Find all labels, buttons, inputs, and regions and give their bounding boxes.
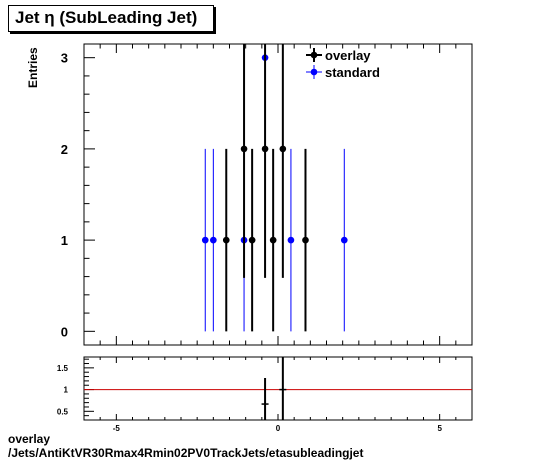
legend: overlay standard <box>306 48 380 80</box>
ratio-x-tick-label: -5 <box>113 424 121 433</box>
footer-label: overlay <box>8 432 51 446</box>
overlay-point <box>261 145 269 153</box>
overlay-point <box>248 236 256 244</box>
legend-label: standard <box>325 65 380 80</box>
ratio-x-tick-label: 0 <box>276 424 281 433</box>
standard-point <box>340 236 348 244</box>
standard-point <box>287 236 295 244</box>
ratio-y-tick-label: 0.5 <box>57 407 69 416</box>
overlay-point <box>302 236 309 244</box>
overlay-point <box>269 236 277 244</box>
main-marks <box>201 44 348 332</box>
ratio-marks <box>84 357 472 420</box>
standard-point <box>210 236 217 244</box>
y-tick-label: 3 <box>61 51 68 66</box>
y-tick-label: 2 <box>61 142 68 157</box>
ratio-plot-border <box>83 356 473 421</box>
ratio-y-tick-label: 1 <box>64 386 69 395</box>
ratio-y-tick-label: 1.5 <box>57 364 69 373</box>
y-axis-label: Entries <box>26 47 40 88</box>
ratio-x-tick-label: 5 <box>437 424 442 433</box>
legend-marker <box>310 68 318 76</box>
main-plot-frame <box>83 43 473 346</box>
main-axes: 0 1 2 3 <box>61 44 473 345</box>
footer-path: /Jets/AntiKtVR30Rmax4Rmin02PV0TrackJets/… <box>8 446 364 460</box>
y-tick-label: 1 <box>61 233 68 248</box>
main-plot-border <box>83 43 473 346</box>
ratio-plot-frame <box>83 356 473 421</box>
overlay-point <box>222 236 230 244</box>
standard-point <box>201 236 209 244</box>
y-tick-label: 0 <box>61 324 68 339</box>
overlay-point <box>279 145 287 153</box>
legend-label: overlay <box>325 48 371 63</box>
chart-title: Jet η (SubLeading Jet) <box>8 5 214 32</box>
overlay-point <box>240 145 248 153</box>
legend-marker <box>310 51 318 59</box>
